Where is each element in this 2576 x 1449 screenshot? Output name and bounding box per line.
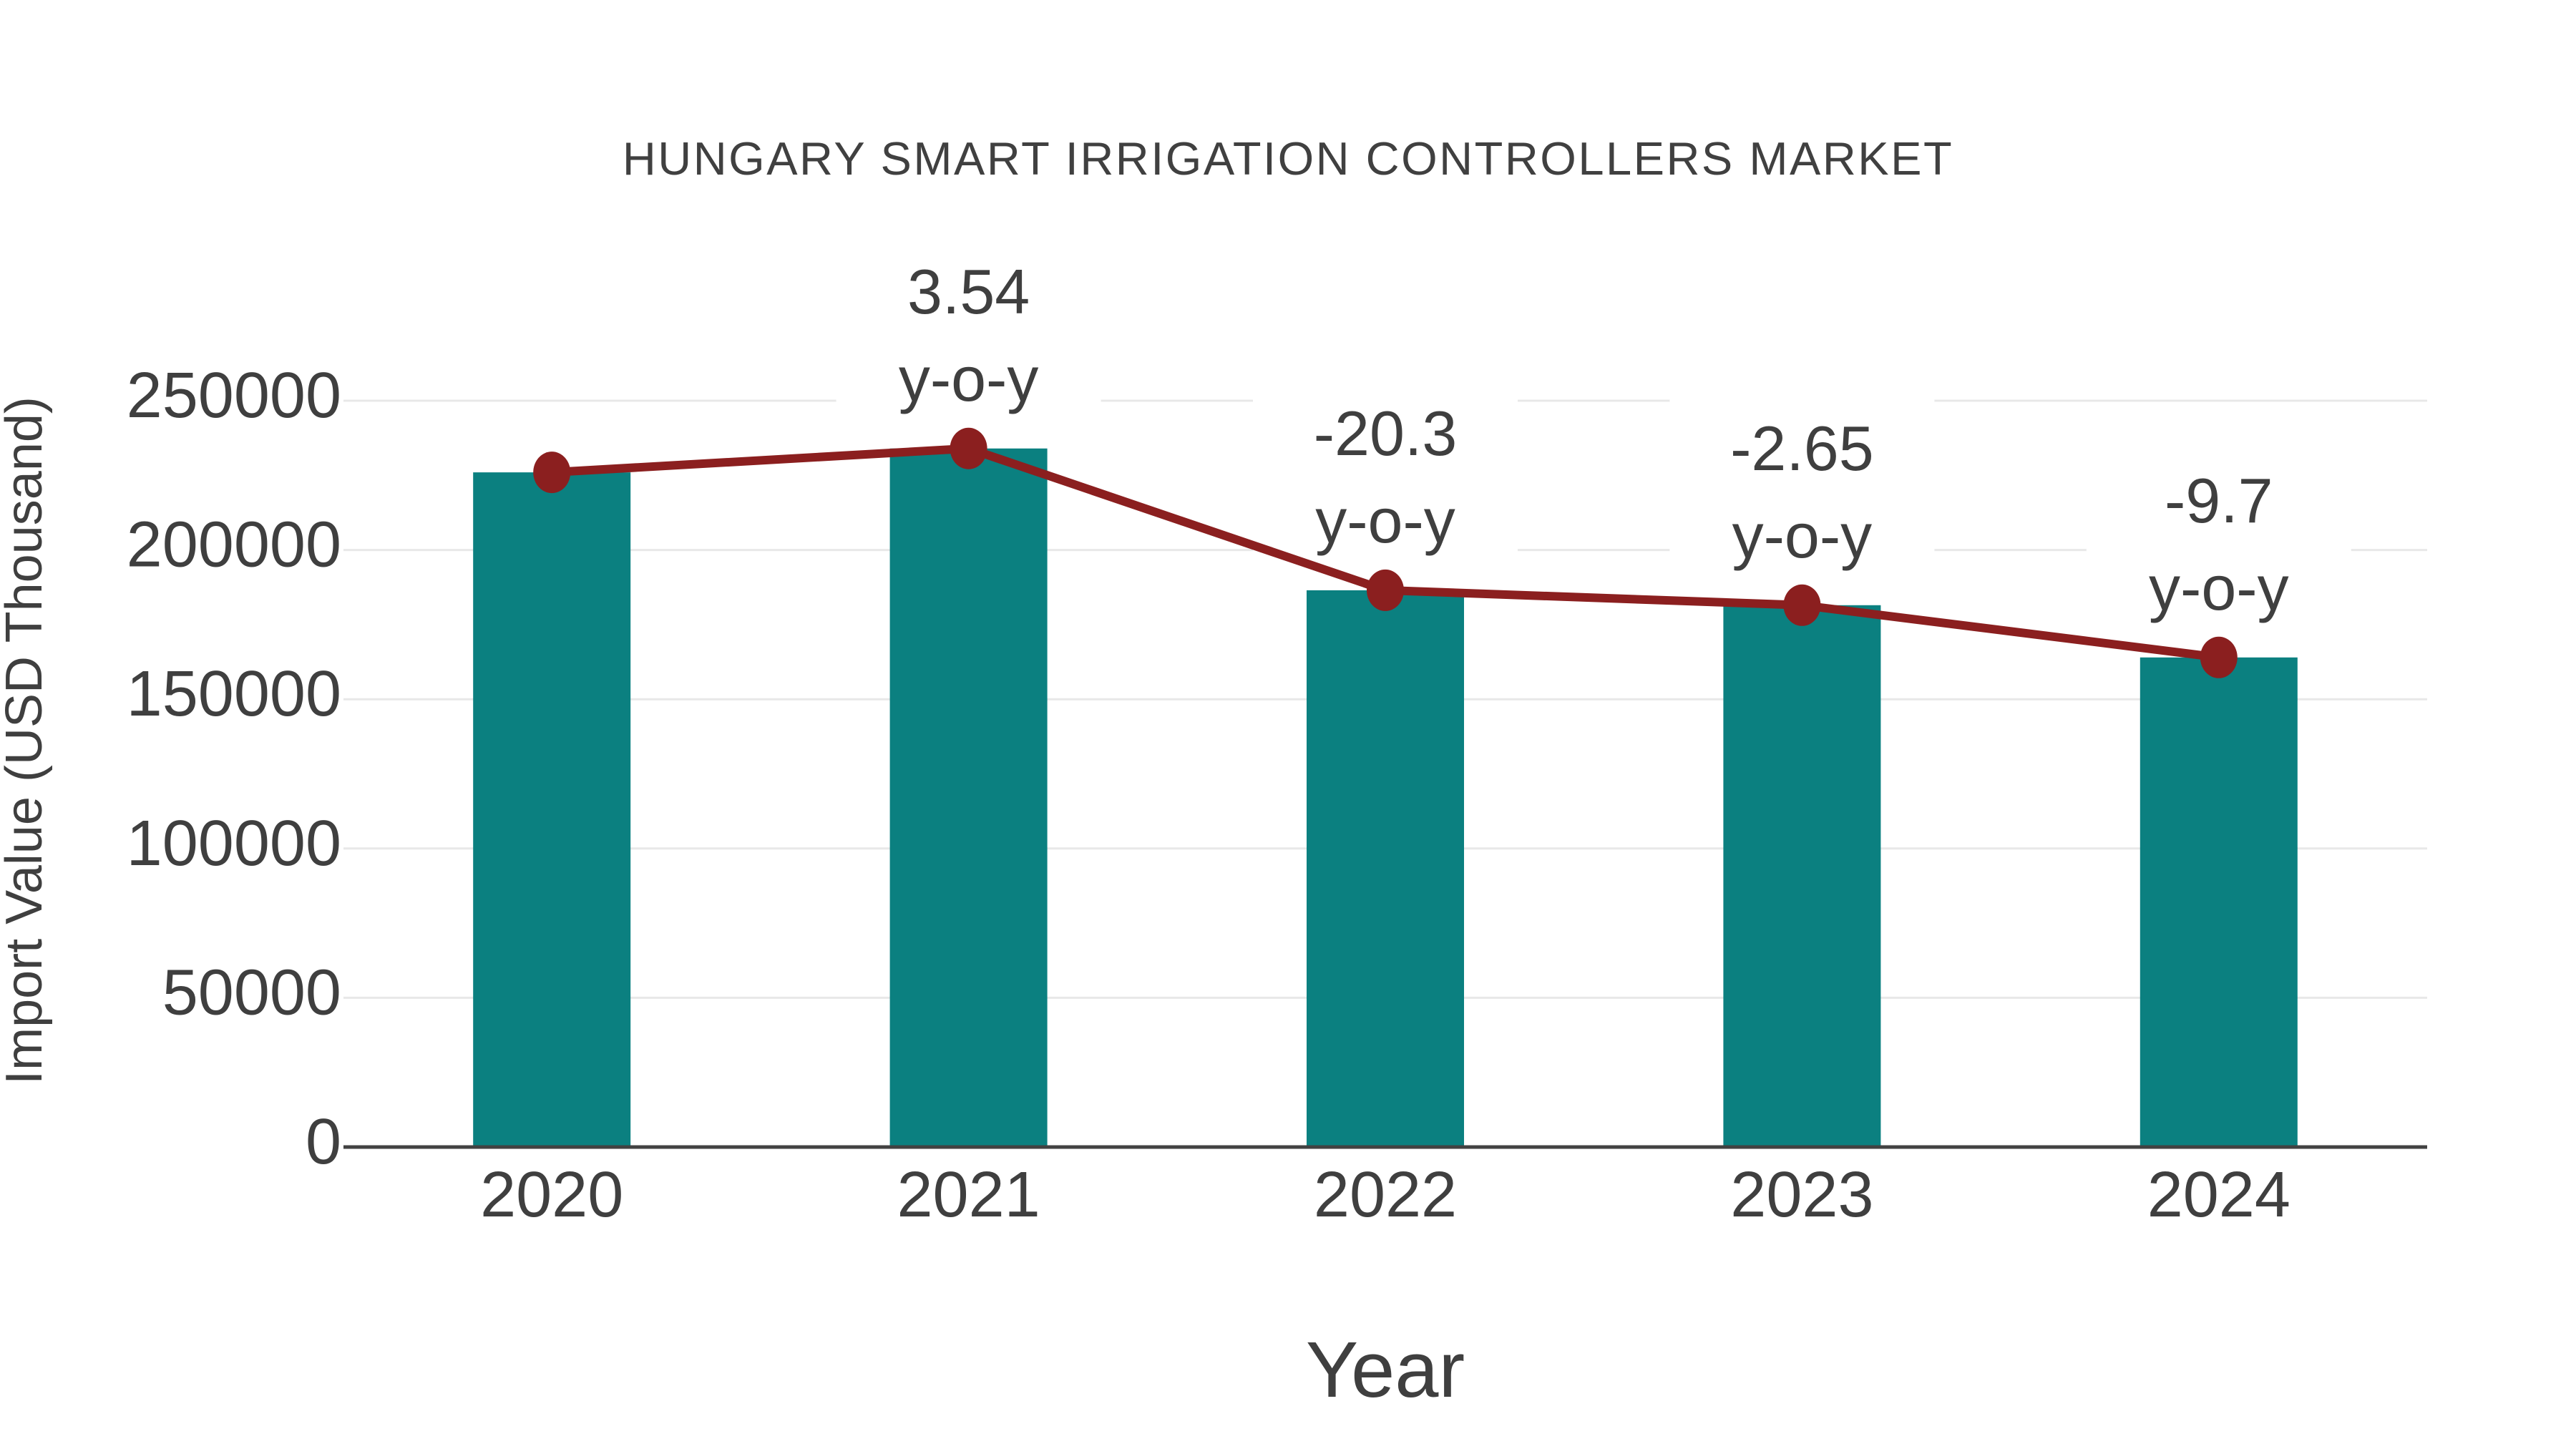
annotation-suffix: y-o-y [899,343,1039,414]
annotation-value: -2.65 [1730,413,1874,484]
y-axis-title: Import Value (USD Thousand) [0,396,53,1085]
x-tick-label-2020: 2020 [480,1159,623,1231]
annotation-suffix: y-o-y [1315,485,1455,556]
annotation-backdrop [836,237,1101,429]
bar-2024[interactable] [2140,657,2298,1147]
bar-2020[interactable] [473,472,631,1147]
data-point-marker-2022[interactable] [1367,569,1404,611]
y-tick-label: 200000 [127,509,341,581]
annotation-suffix: y-o-y [2149,552,2289,623]
chart-title: HUNGARY SMART IRRIGATION CONTROLLERS MAR… [623,132,1953,185]
y-tick-label: 250000 [127,360,341,431]
x-tick-label-2021: 2021 [897,1159,1040,1231]
annotation-suffix: y-o-y [1732,500,1873,571]
bar-2022[interactable] [1307,590,1464,1147]
data-point-marker-2024[interactable] [2200,636,2238,678]
data-point-marker-2023[interactable] [1783,584,1821,626]
annotation-backdrop [1669,394,1935,586]
data-point-marker-2021[interactable] [950,427,987,469]
x-axis-title: Year [1306,1326,1465,1414]
annotation-value: -9.7 [2165,465,2273,536]
y-tick-label: 150000 [127,658,341,730]
y-tick-label: 50000 [162,957,341,1028]
annotation-value: -20.3 [1314,398,1458,469]
annotation-backdrop [2086,446,2351,638]
x-tick-label-2024: 2024 [2147,1159,2290,1231]
data-point-marker-2020[interactable] [533,452,571,494]
annotation-backdrop [1253,379,1518,571]
annotation-value: 3.54 [907,256,1030,327]
x-tick-label-2023: 2023 [1730,1159,1873,1231]
y-tick-label: 100000 [127,808,341,879]
bar-2021[interactable] [889,448,1048,1147]
bar-2023[interactable] [1723,605,1881,1147]
y-tick-label: 0 [306,1106,341,1178]
x-tick-label-2022: 2022 [1314,1159,1457,1231]
